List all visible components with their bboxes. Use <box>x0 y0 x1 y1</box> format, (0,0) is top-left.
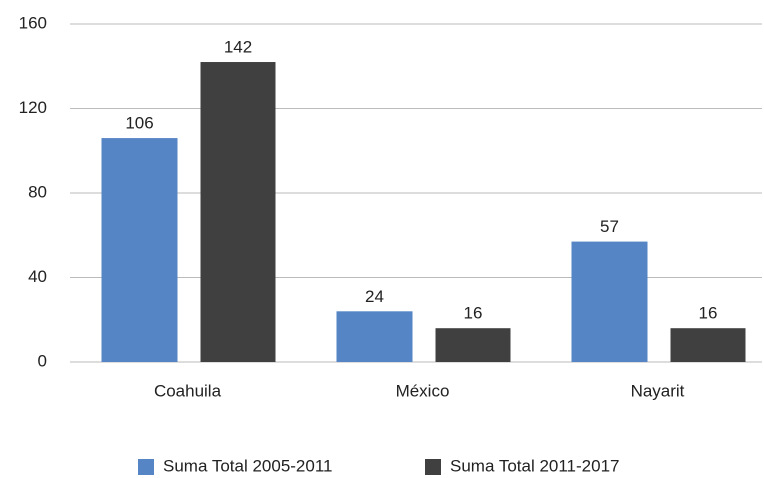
legend-swatch <box>138 459 154 475</box>
data-label: 16 <box>464 304 483 323</box>
bar <box>670 328 746 362</box>
y-tick-label: 120 <box>19 98 47 117</box>
data-label: 24 <box>365 287 384 306</box>
legend-label: Suma Total 2011-2017 <box>450 456 620 475</box>
data-label: 106 <box>125 114 153 133</box>
x-tick-label: México <box>396 381 450 400</box>
y-tick-label: 0 <box>38 351 47 370</box>
data-label: 16 <box>699 304 718 323</box>
bar <box>101 138 178 362</box>
y-tick-label: 160 <box>19 13 47 32</box>
bar <box>571 241 648 362</box>
legend-label: Suma Total 2005-2011 <box>163 456 333 475</box>
y-tick-label: 80 <box>28 182 47 201</box>
x-tick-label: Nayarit <box>631 381 685 400</box>
bar <box>200 62 276 363</box>
bar <box>336 311 413 362</box>
legend-swatch <box>425 459 441 475</box>
data-label: 142 <box>224 38 252 57</box>
y-tick-label: 40 <box>28 267 47 286</box>
bar <box>435 328 511 362</box>
x-tick-label: Coahuila <box>154 381 222 400</box>
data-label: 57 <box>600 217 619 236</box>
